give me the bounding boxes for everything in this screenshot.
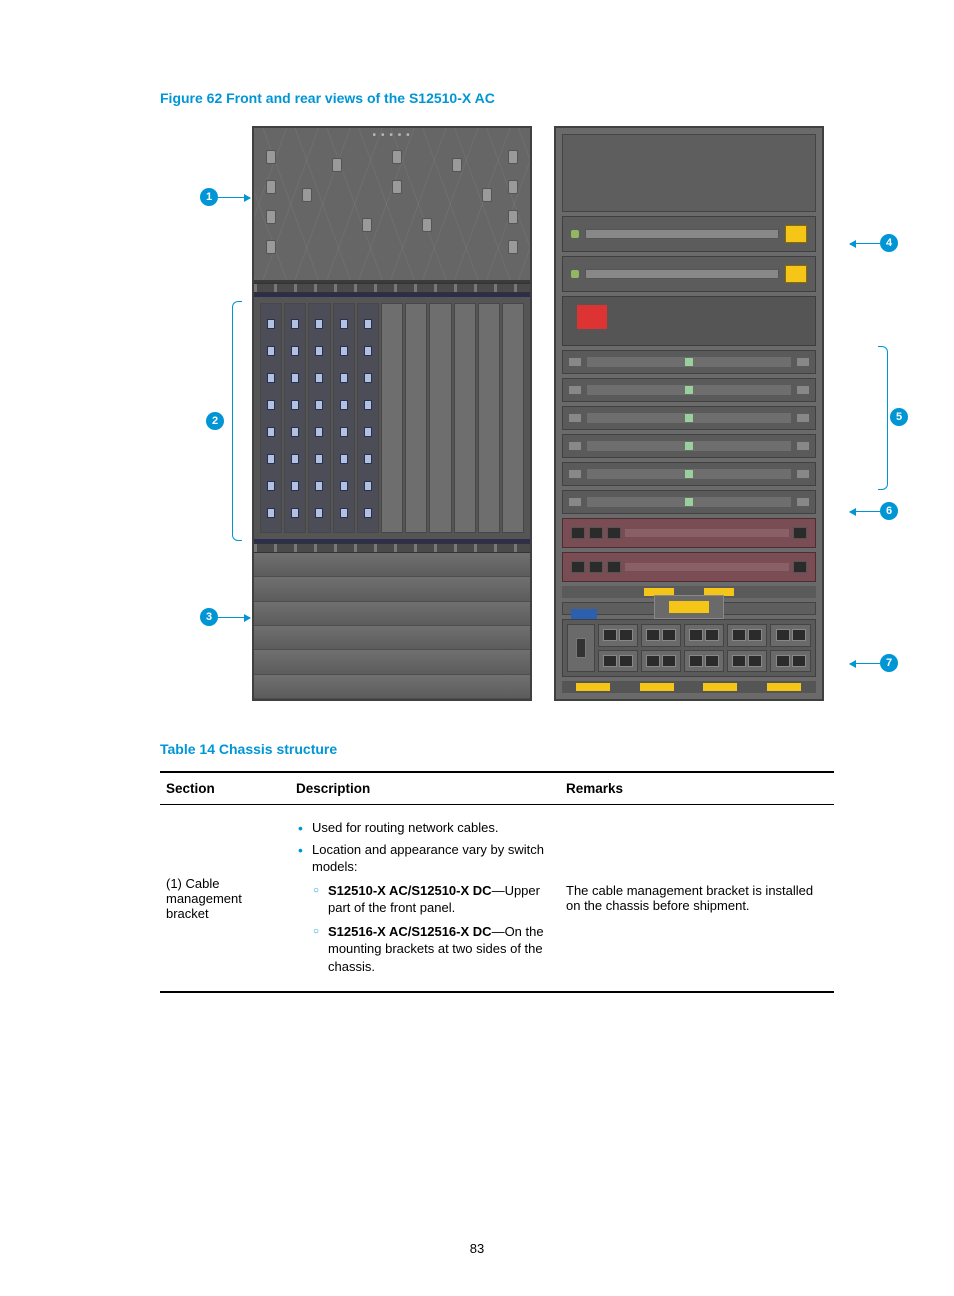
th-section: Section [160,772,290,805]
page-number: 83 [0,1241,954,1256]
arrow-icon [850,243,880,244]
sub-bullet: S12516-X AC/S12516-X DC—On the mounting … [328,923,554,976]
front-view: ■ ■ ■ ■ ■ [252,126,532,701]
rear-cover [562,602,816,615]
brace-icon [878,346,888,490]
fan-tray [562,434,816,458]
footer-labels [562,681,816,693]
card-slots [254,293,530,543]
chassis-structure-table: Section Description Remarks (1) Cable ma… [160,771,834,993]
rear-view [554,126,824,701]
callout-1: 1 [200,188,218,206]
callout-3: 3 [200,608,218,626]
cell-section: (1) Cable management bracket [160,805,290,993]
fan-tray [562,490,816,514]
brace-icon [232,301,242,541]
fan-tray [562,378,816,402]
callout-7: 7 [880,654,898,672]
th-description: Description [290,772,560,805]
fan-tray [562,406,816,430]
rear-module [562,216,816,252]
sub-bullet: S12510-X AC/S12510-X DC—Upper part of th… [328,882,554,917]
chassis-diagram: 1 2 3 4 5 6 7 ■ ■ ■ ■ ■ [200,126,880,701]
table-title: Table 14 Chassis structure [160,741,834,757]
table-row: (1) Cable management bracket Used for ro… [160,805,834,993]
callout-4: 4 [880,234,898,252]
bullet: Location and appearance vary by switch m… [312,841,554,976]
th-remarks: Remarks [560,772,834,805]
status-panel [562,296,816,346]
mgmt-module [562,552,816,582]
rear-module [562,256,816,292]
arrow-icon [850,663,880,664]
cell-description: Used for routing network cables. Locatio… [290,805,560,993]
arrow-icon [218,617,250,618]
rear-blank [562,134,816,212]
figure-title: Figure 62 Front and rear views of the S1… [160,90,834,106]
bullet: Used for routing network cables. [312,819,554,837]
cable-mgmt-area: ■ ■ ■ ■ ■ [254,128,530,283]
callout-2: 2 [206,412,224,430]
psu-area [254,553,530,699]
fan-tray [562,462,816,486]
power-outlets [562,619,816,677]
screw-row: ■ ■ ■ ■ ■ [254,132,530,138]
fan-tray [562,350,816,374]
callout-5: 5 [890,408,908,426]
arrow-icon [218,197,250,198]
arrow-icon [850,511,880,512]
callout-6: 6 [880,502,898,520]
mgmt-module [562,518,816,548]
cell-remarks: The cable management bracket is installe… [560,805,834,993]
